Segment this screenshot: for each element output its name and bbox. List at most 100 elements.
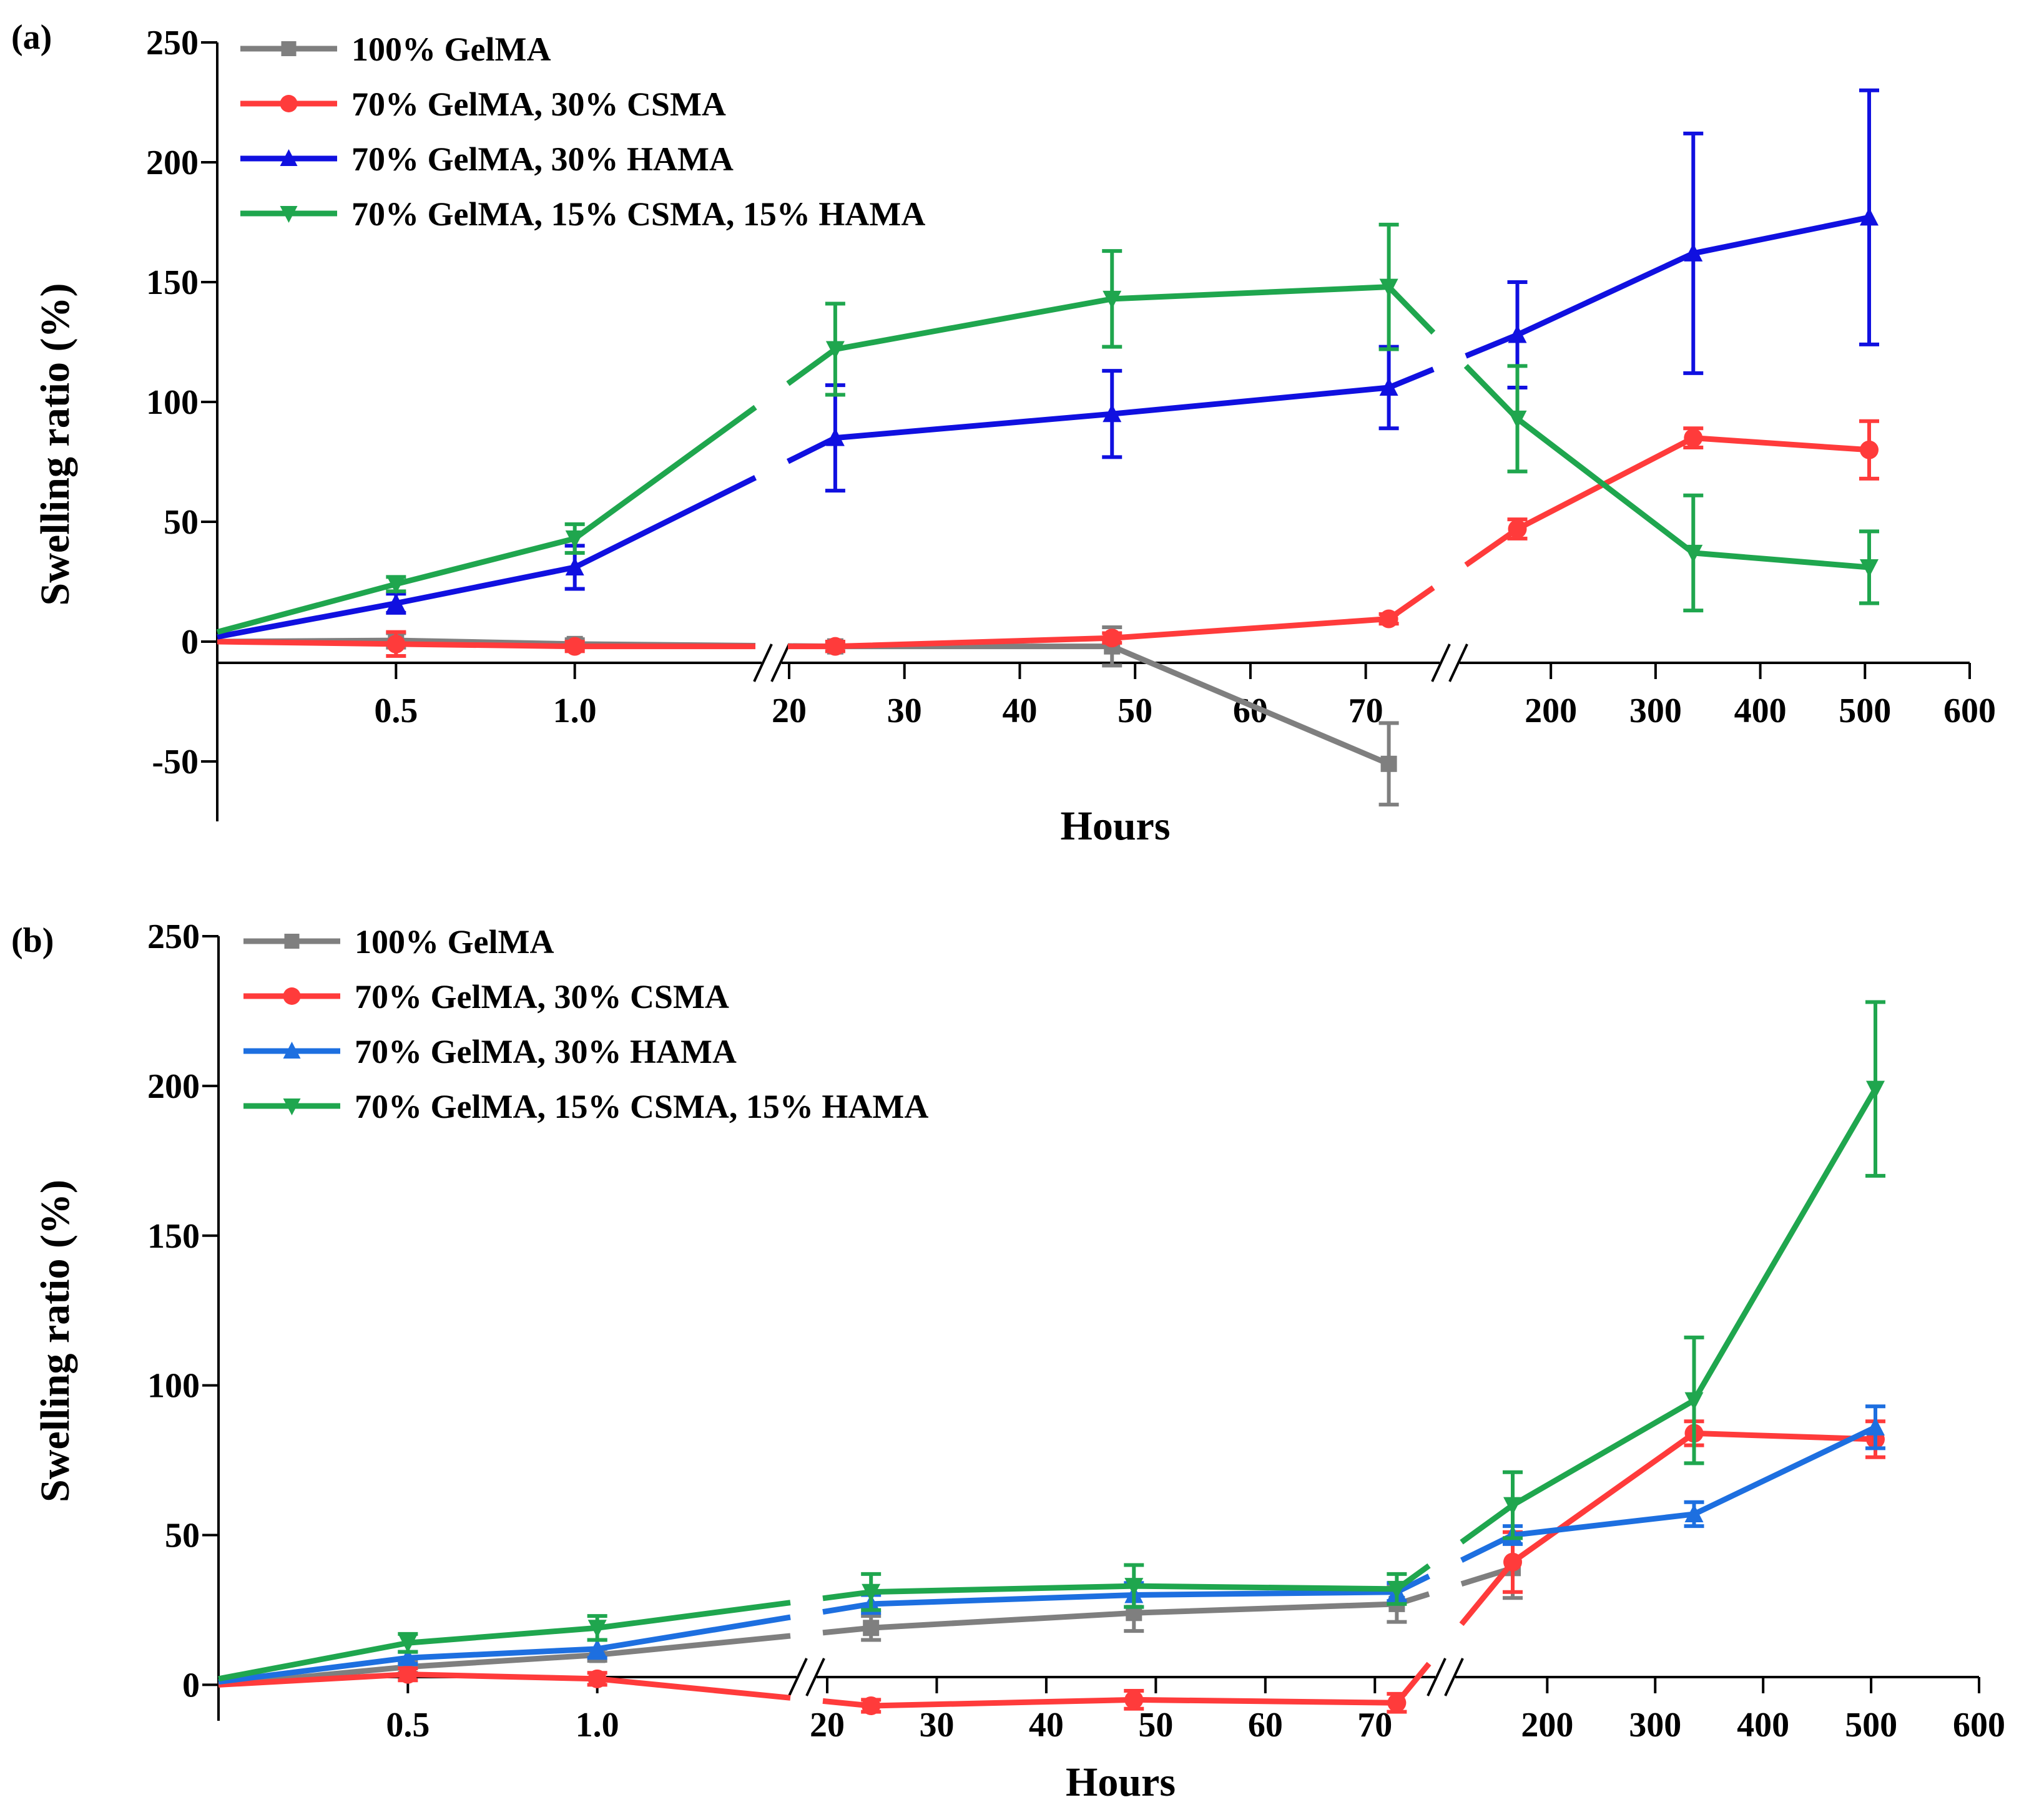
y-tick-label: 150 [147,1217,200,1256]
y-tick-label: -50 [152,743,199,781]
marker-circle [1124,1690,1144,1710]
axis-break-mark [805,1658,825,1696]
x-axis-title: Hours [1060,803,1170,849]
marker-circle [862,1696,881,1716]
marker-triangle-up [1860,207,1879,226]
marker-triangle-down [825,341,845,360]
marker-triangle-up [280,149,298,166]
y-tick-label: 100 [147,1367,200,1406]
marker-circle [1379,609,1398,629]
marker-triangle-down [1866,1080,1885,1099]
marker-triangle-up [1508,325,1527,343]
x-tick-label: 30 [887,692,922,730]
marker-triangle-down [1684,544,1703,563]
x-tick-label: 300 [1629,692,1682,730]
marker-square [863,1620,880,1637]
x-tick-label: 70 [1357,1706,1392,1744]
x-tick-label: 20 [772,692,807,730]
marker-triangle-down [398,1635,418,1653]
marker-circle [825,637,845,656]
marker-triangle-down [280,206,298,223]
panel-label: (b) [11,921,54,960]
legend-label: 70% GelMA, 15% CSMA, 15% HAMA [351,195,925,233]
axis-break-mark [1448,643,1468,682]
marker-circle [280,95,298,112]
marker-triangle-down [565,530,584,549]
series-70-gelma-15-csma-15-hama [218,1000,1885,1682]
marker-circle [1508,519,1527,539]
marker-triangle-up [386,593,406,612]
marker-triangle-up [565,557,584,575]
legend-label: 100% GelMA [355,923,554,961]
marker-triangle-up [1379,377,1398,396]
marker-square [281,41,297,56]
series-70-gelma-30-csma [218,1419,1885,1716]
x-tick-label: 1.0 [576,1706,619,1744]
panel-a: (a) -50 0 50 100 150 200 250 Swelling ratio (%) 0… [11,18,1996,849]
axis-break-mark [753,643,773,682]
y-tick-label: 0 [181,623,199,662]
legend-item: 70% GelMA, 30% CSMA [240,86,726,123]
legend-item: 100% GelMA [243,923,554,961]
legend-label: 70% GelMA, 30% HAMA [355,1033,737,1070]
marker-circle [587,1669,607,1688]
marker-triangle-up [1684,1504,1704,1522]
x-tick-label: 600 [1953,1706,2005,1744]
x-tick-label: 40 [1002,692,1037,730]
marker-triangle-up [283,1042,301,1059]
y-tick-label: 50 [164,503,199,542]
x-tick-label: 400 [1737,1706,1789,1744]
marker-square [284,934,300,949]
marker-triangle-up [1684,243,1703,262]
legend: 100% GelMA 70% GelMA, 30% CSMA 70% GelMA, … [243,923,928,1125]
marker-triangle-down [1124,1578,1144,1597]
legend-label: 70% GelMA, 30% CSMA [351,86,726,123]
marker-triangle-up [398,1648,418,1666]
legend-item: 70% GelMA, 30% HAMA [240,140,734,178]
x-tick-label: 40 [1029,1706,1064,1744]
marker-circle [1387,1693,1407,1713]
x-axis-title: Hours [1066,1759,1176,1805]
x-tick-label: 20 [810,1706,845,1744]
marker-circle [1860,440,1879,459]
legend: 100% GelMA 70% GelMA, 30% CSMA 70% GelMA, … [240,31,925,233]
x-tick-label: 400 [1734,692,1787,730]
marker-triangle-down [283,1098,301,1115]
marker-triangle-up [1103,404,1122,423]
x-tick-label: 500 [1845,1706,1897,1744]
legend-label: 70% GelMA, 30% CSMA [355,978,729,1015]
y-tick-label: 0 [182,1666,200,1705]
marker-triangle-down [1684,1392,1704,1411]
x-tick-label: 50 [1118,692,1152,730]
x-tick-label: 300 [1629,1706,1681,1744]
marker-triangle-down [587,1620,607,1638]
legend-label: 70% GelMA, 15% CSMA, 15% HAMA [355,1088,928,1125]
marker-triangle-down [386,575,406,594]
x-tick-label: 500 [1839,692,1891,730]
y-tick-label: 250 [146,24,199,62]
x-tick-label: 60 [1248,1706,1283,1744]
marker-triangle-up [825,428,845,446]
legend-item: 70% GelMA, 15% CSMA, 15% HAMA [243,1088,928,1125]
marker-triangle-down [1379,278,1398,297]
y-tick-label: 50 [165,1517,200,1555]
x-tick-label: 0.5 [374,692,418,730]
legend-item: 70% GelMA, 30% HAMA [243,1033,737,1070]
marker-triangle-up [1866,1417,1885,1436]
marker-triangle-down [1508,410,1527,429]
axis-break-mark [770,643,790,682]
x-tick-label: 70 [1348,692,1383,730]
panel-b: (b) 0 50 100 150 200 250 Swelling ratio (%) 0.5 1… [11,917,2005,1805]
marker-circle [398,1665,418,1684]
y-tick-label: 100 [146,383,199,422]
legend-label: 70% GelMA, 30% HAMA [351,140,734,178]
x-tick-label: 600 [1943,692,1996,730]
y-axis-title: Swelling ratio (%) [32,283,78,606]
marker-circle [386,634,406,653]
marker-circle [1103,629,1122,648]
panel-label: (a) [11,18,52,57]
x-tick-label: 200 [1525,692,1577,730]
marker-circle [1503,1552,1522,1572]
x-tick-label: 50 [1138,1706,1173,1744]
legend-item: 100% GelMA [240,31,551,68]
